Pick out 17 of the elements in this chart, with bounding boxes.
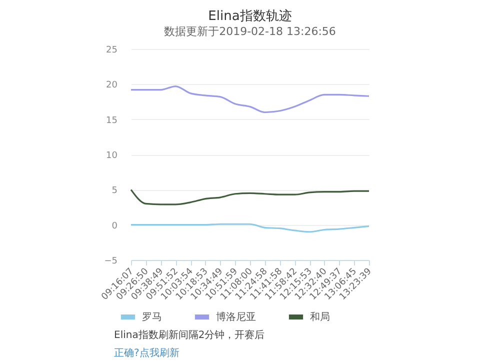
text: Elina指数刷新间隔2分钟，开赛后 [114, 329, 265, 341]
y-tick-label: 25 [106, 46, 118, 56]
y-tick-label: −5 [104, 256, 118, 266]
text: 正确?点我刷新 [114, 347, 180, 359]
y-tick-label: 10 [106, 151, 118, 161]
y-tick-label: 15 [106, 116, 118, 126]
chart-subtitle: 数据更新于2019-02-18 13:26:56 [164, 25, 336, 38]
line-series [130, 85, 370, 114]
y-tick-label: 20 [106, 80, 118, 91]
line-series [130, 223, 370, 233]
legend-label: 博洛尼亚 [216, 311, 256, 323]
line-series [130, 188, 370, 206]
y-tick-label: 5 [112, 186, 118, 196]
legend-label: 罗马 [142, 312, 162, 323]
y-tick-label: 0 [112, 221, 118, 232]
chart-title: Elina指数轨迹 [208, 8, 292, 24]
legend-label: 和局 [310, 311, 330, 323]
